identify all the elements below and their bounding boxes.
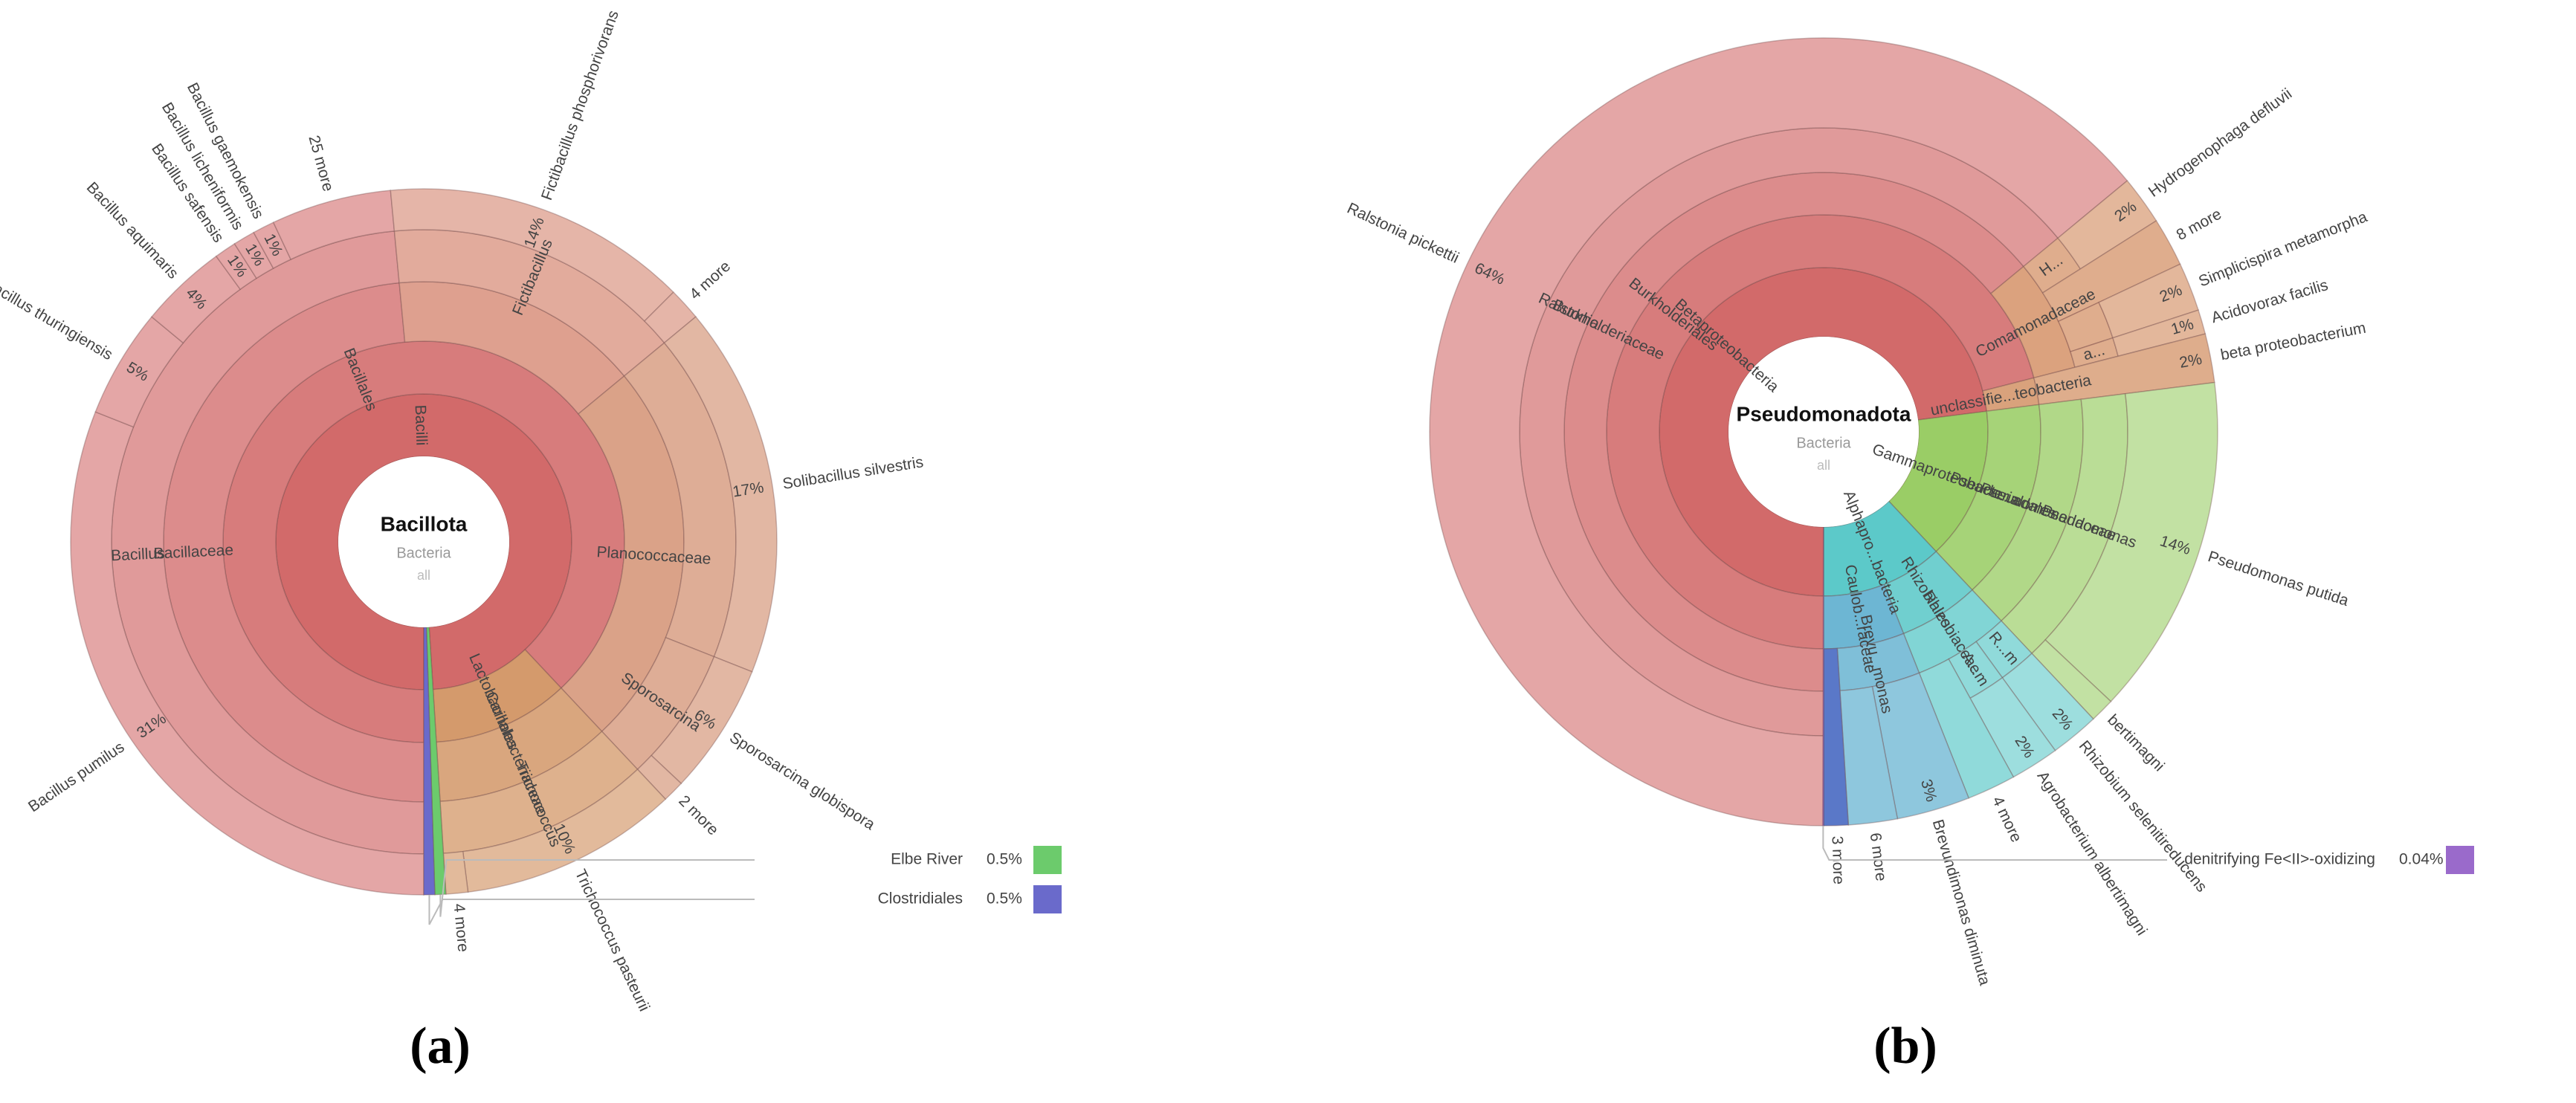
leaf-label: Fictibacillus phosphorivorans	[538, 8, 622, 202]
leaf-label: 2 more	[675, 792, 721, 838]
center-title: Pseudomonadota	[1737, 402, 1911, 425]
leaf-label: 25 more	[305, 134, 337, 193]
center	[338, 456, 509, 627]
leaf-segment	[94, 316, 184, 428]
callout-line	[1822, 825, 2167, 861]
leaf-label: 4 more	[451, 903, 472, 953]
legend-name: Clostridiales	[878, 890, 963, 908]
leaf-label: Sporosarcina globispora	[726, 729, 878, 834]
leaf-segment	[1429, 37, 2128, 827]
segment	[2022, 237, 2082, 294]
leaf-label: Brevundimonas diminuta	[1929, 818, 1994, 988]
leaf-segment	[2098, 263, 2200, 339]
leaf-label: 4 more	[1989, 794, 2025, 845]
leaf-segment	[1871, 672, 1970, 820]
leaf-label: Ralstonia pickettii	[1344, 200, 1462, 267]
segment	[1902, 589, 2002, 674]
caption: (a)	[410, 1018, 471, 1075]
segment	[1519, 127, 2059, 737]
center	[1728, 337, 1919, 527]
leaf-label: 8 more	[2174, 206, 2224, 245]
leaf-label: Trichococcus pasteurii	[572, 867, 653, 1014]
center-title: Bacillota	[381, 512, 468, 535]
legend-value: 0.5%	[987, 851, 1022, 868]
leaf-label: Bacillus thuringiensis	[0, 275, 115, 364]
legend-name: denitrifying Fe<II>-oxidizing	[2184, 851, 2375, 868]
leaf-label: Solibacillus silvestris	[781, 453, 925, 493]
legend-value: 0.04%	[2399, 851, 2444, 868]
segment	[623, 342, 737, 658]
center-line: all	[417, 568, 430, 583]
segment	[1883, 551, 1973, 635]
segment	[1975, 620, 2033, 679]
leaf-segment	[2030, 638, 2112, 720]
callout-line	[428, 894, 755, 925]
caption: (b)	[1873, 1018, 1937, 1075]
legend-value: 0.5%	[987, 890, 1022, 908]
callout-line	[439, 859, 755, 917]
leaf-label: Acidovorax facilis	[2209, 276, 2330, 326]
leaf-segment	[2041, 219, 2181, 323]
legend-swatch	[2446, 846, 2474, 874]
leaf-percent: 2%	[2178, 351, 2204, 372]
leaf-segment	[150, 255, 242, 344]
segment-label: Bacillaceae	[153, 542, 233, 563]
leaf-segment	[1821, 526, 1824, 827]
center-line: Bacteria	[396, 545, 451, 561]
center-line: all	[1817, 458, 1830, 473]
leaf-label: Hydrogenophaga defluvii	[2146, 85, 2295, 201]
segment	[439, 731, 639, 854]
leaf-segment	[253, 221, 292, 269]
segment	[1948, 641, 2004, 699]
leaf-label: Bacillus pumilus	[25, 739, 127, 816]
leaf-segment	[70, 411, 425, 896]
leaf-label: beta proteobacterium	[2219, 320, 2367, 364]
leaf-label: Pseudomonas putida	[2206, 548, 2351, 609]
legend-swatch	[1033, 846, 1062, 874]
legend-name: Elbe River	[891, 851, 963, 868]
leaf-segment	[462, 769, 667, 893]
segment-label: Bacilli	[412, 404, 430, 446]
segment-label: Bacillus	[111, 545, 165, 564]
leaf-label: Bacillus aquimaris	[83, 179, 182, 282]
leaf-label: 4 more	[686, 258, 734, 303]
leaf-segment	[442, 850, 469, 895]
leaf-segment	[390, 188, 674, 323]
leaf-segment	[233, 231, 274, 279]
leaf-segment	[272, 190, 396, 260]
center-line: Bacteria	[1796, 435, 1851, 451]
leaf-segment	[1918, 658, 2015, 799]
leaf-label: bertimagni	[2104, 711, 2168, 775]
segment	[2000, 392, 2128, 655]
leaf-segment	[2044, 381, 2218, 702]
leaf-label: 6 more	[1867, 832, 1890, 882]
segment	[560, 375, 685, 733]
legend-swatch	[1033, 885, 1062, 913]
leaf-segment	[1969, 676, 2056, 778]
